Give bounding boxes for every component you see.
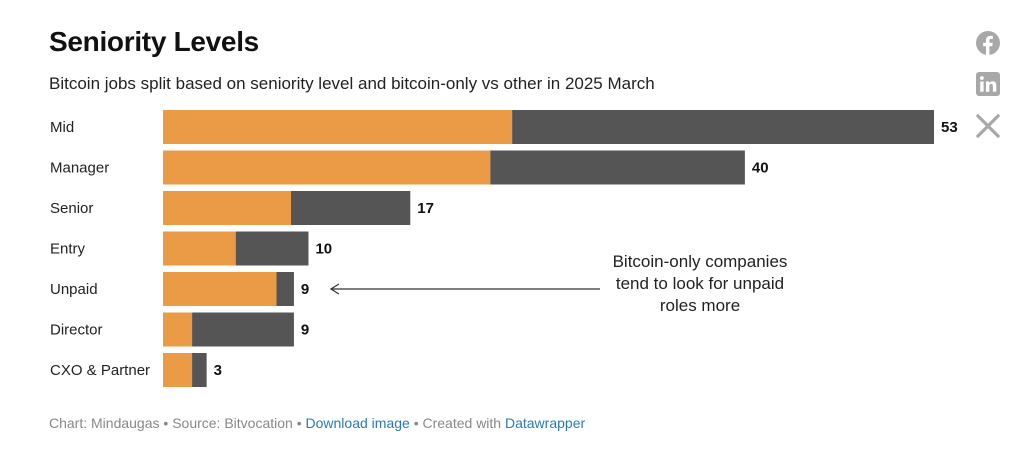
footer-source: Bitvocation bbox=[224, 415, 293, 431]
chart-title: Seniority Levels bbox=[49, 26, 259, 57]
annotation-text-line: roles more bbox=[660, 296, 740, 315]
value-label-director: 9 bbox=[301, 322, 309, 339]
value-label-mid: 53 bbox=[941, 119, 958, 136]
footer-author: Mindaugas bbox=[91, 415, 160, 431]
bar-manager-segment-1 bbox=[163, 150, 491, 185]
linkedin-icon[interactable] bbox=[976, 72, 1000, 96]
bar-entry-segment-2 bbox=[235, 231, 309, 266]
value-label-cxo-partner: 3 bbox=[214, 362, 222, 379]
bar-unpaid-segment-1 bbox=[163, 272, 277, 306]
bar-mid-segment-1 bbox=[163, 110, 513, 144]
footer-chart-prefix: Chart: bbox=[49, 415, 92, 431]
value-label-manager: 40 bbox=[752, 160, 769, 177]
bar-mid-segment-2 bbox=[512, 110, 934, 144]
footer-source-prefix: Source: bbox=[172, 415, 225, 431]
bar-director-segment-2 bbox=[192, 312, 294, 347]
chart-footer: Chart: Mindaugas • Source: Bitvocation •… bbox=[49, 415, 585, 431]
annotation-arrowhead bbox=[329, 283, 340, 295]
category-label-director: Director bbox=[50, 322, 103, 339]
value-label-entry: 10 bbox=[315, 241, 332, 258]
bar-entry-segment-1 bbox=[163, 231, 236, 266]
download-image-link[interactable]: Download image bbox=[305, 415, 410, 431]
annotation-text-line: tend to look for unpaid bbox=[616, 274, 784, 293]
footer-separator: • bbox=[292, 415, 306, 431]
category-label-cxo-partner: CXO & Partner bbox=[50, 362, 150, 379]
annotation-text-line: Bitcoin-only companies bbox=[613, 252, 788, 271]
bar-cxo-partner-segment-2 bbox=[192, 353, 207, 387]
footer-created-with: Created with bbox=[422, 415, 505, 431]
chart-subtitle: Bitcoin jobs split based on seniority le… bbox=[49, 74, 655, 93]
bar-director-segment-1 bbox=[163, 312, 193, 347]
category-label-unpaid: Unpaid bbox=[50, 281, 98, 298]
x-icon[interactable] bbox=[976, 114, 1000, 138]
category-label-manager: Manager bbox=[50, 160, 109, 177]
value-label-senior: 17 bbox=[417, 200, 434, 217]
footer-separator: • bbox=[159, 415, 173, 431]
category-label-senior: Senior bbox=[50, 200, 93, 217]
bar-unpaid-segment-2 bbox=[276, 272, 294, 306]
datawrapper-link[interactable]: Datawrapper bbox=[504, 415, 586, 431]
facebook-icon[interactable] bbox=[976, 31, 1000, 55]
footer-separator: • bbox=[409, 415, 423, 431]
category-label-entry: Entry bbox=[50, 241, 86, 258]
bar-cxo-partner-segment-1 bbox=[163, 353, 193, 387]
bar-manager-segment-2 bbox=[490, 150, 745, 185]
bar-senior-segment-1 bbox=[163, 191, 292, 225]
category-label-mid: Mid bbox=[50, 119, 74, 136]
bar-senior-segment-2 bbox=[291, 191, 411, 225]
value-label-unpaid: 9 bbox=[301, 281, 309, 298]
